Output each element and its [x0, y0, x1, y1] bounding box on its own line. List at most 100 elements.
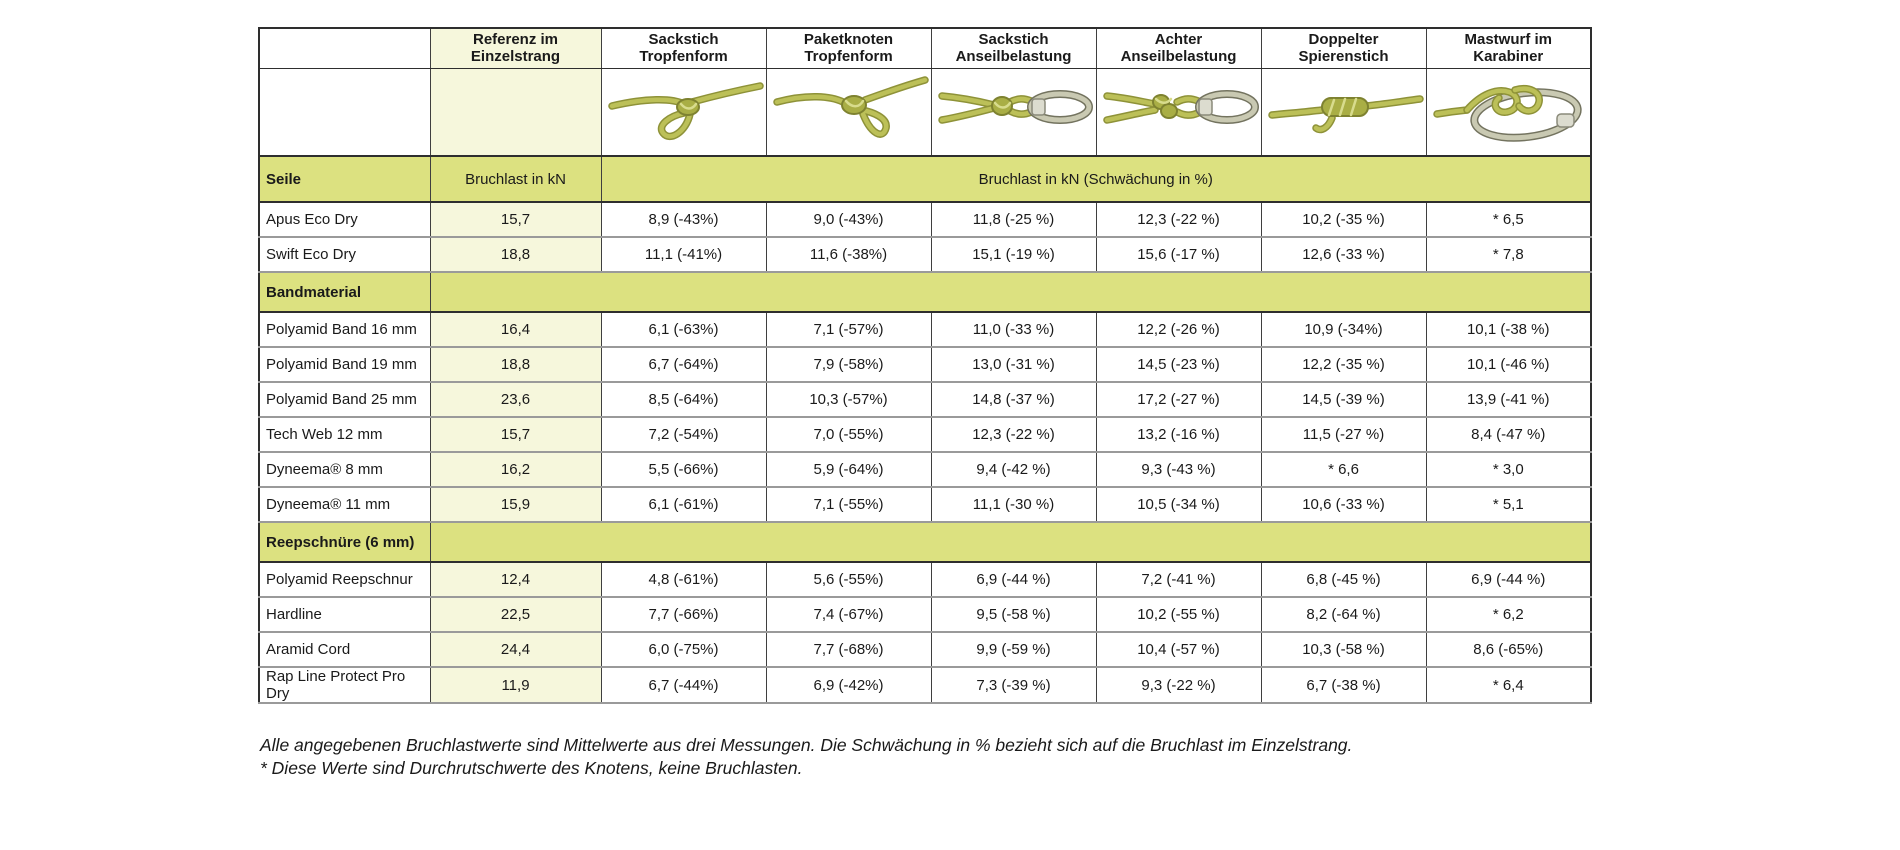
knot-strength-table: Referenz im Einzelstrang Sackstich Tropf…: [258, 27, 1592, 704]
reference-breaking-load: 11,9: [429, 666, 602, 704]
knot-value: 8,5 (-64%): [600, 381, 767, 418]
knot-value: 7,1 (-55%): [765, 486, 932, 523]
table-row: Tech Web 12 mm 15,7 7,2 (-54%) 7,0 (-55%…: [258, 416, 1592, 453]
table-row: Aramid Cord 24,4 6,0 (-75%) 7,7 (-68%) 9…: [258, 631, 1592, 668]
table-row: Polyamid Band 25 mm 23,6 8,5 (-64%) 10,3…: [258, 381, 1592, 418]
knot-value: 15,6 (-17 %): [1095, 236, 1262, 273]
knot-value: 5,5 (-66%): [600, 451, 767, 488]
knot-value: 14,5 (-23 %): [1095, 346, 1262, 383]
table-row: Hardline 22,5 7,7 (-66%) 7,4 (-67%) 9,5 …: [258, 596, 1592, 633]
knot-value: 6,1 (-61%): [600, 486, 767, 523]
header-row: Referenz im Einzelstrang Sackstich Tropf…: [258, 28, 1592, 69]
material-name: Tech Web 12 mm: [258, 416, 431, 453]
knot-photo-cell: [1260, 68, 1427, 157]
photo-row: [258, 68, 1592, 157]
knot-value: 8,9 (-43%): [600, 201, 767, 238]
knot-value: 10,6 (-33 %): [1260, 486, 1427, 523]
table-body: Seile Bruchlast in kN Bruchlast in kN (S…: [258, 155, 1592, 704]
knot-value: 7,1 (-57%): [765, 311, 932, 348]
knot-value: 9,0 (-43%): [765, 201, 932, 238]
knot-value: 10,1 (-38 %): [1425, 311, 1592, 348]
col-header-achter-anseilbelastung: Achter Anseilbelastung: [1095, 28, 1262, 69]
knot-value: 5,9 (-64%): [765, 451, 932, 488]
knot-value: 10,3 (-57%): [765, 381, 932, 418]
knot-value: 6,7 (-64%): [600, 346, 767, 383]
knot-value: 6,1 (-63%): [600, 311, 767, 348]
knot-value: 6,9 (-44 %): [930, 561, 1097, 598]
knot-value: 17,2 (-27 %): [1095, 381, 1262, 418]
material-name: Polyamid Reepschnur: [258, 561, 431, 598]
knot-value: 9,9 (-59 %): [930, 631, 1097, 668]
knot-value: * 7,8: [1425, 236, 1592, 273]
photo-row-empty-cell: [258, 68, 431, 157]
table-row: Dyneema® 11 mm 15,9 6,1 (-61%) 7,1 (-55%…: [258, 486, 1592, 523]
knot-value: 4,8 (-61%): [600, 561, 767, 598]
knot-value: * 6,4: [1425, 666, 1592, 704]
knot-value: 6,8 (-45 %): [1260, 561, 1427, 598]
table-row: Polyamid Reepschnur 12,4 4,8 (-61%) 5,6 …: [258, 561, 1592, 598]
knot-value: 10,3 (-58 %): [1260, 631, 1427, 668]
knot-value: 8,6 (-65%): [1425, 631, 1592, 668]
table-row: Swift Eco Dry 18,8 11,1 (-41%) 11,6 (-38…: [258, 236, 1592, 273]
section-row: Reepschnüre (6 mm): [258, 521, 1592, 563]
corner-cell: [258, 28, 431, 69]
knot-value: 12,3 (-22 %): [930, 416, 1097, 453]
reference-breaking-load: 16,4: [429, 311, 602, 348]
knot-value: 11,5 (-27 %): [1260, 416, 1427, 453]
knot-photo-doppelter-spierenstich: [1267, 95, 1424, 133]
section-title: Bandmaterial: [258, 271, 431, 313]
knot-value: 9,3 (-22 %): [1095, 666, 1262, 704]
footnote-line: Alle angegebenen Bruchlastwerte sind Mit…: [260, 735, 1353, 755]
section-ref-label: Bruchlast in kN: [429, 155, 602, 203]
knot-value: 7,0 (-55%): [765, 416, 932, 453]
reference-breaking-load: 15,9: [429, 486, 602, 523]
knot-photo-achter-anseilbelastung: [1102, 89, 1259, 124]
knot-value: 8,4 (-47 %): [1425, 416, 1592, 453]
knot-photo-cell: [600, 68, 767, 157]
knot-value: * 3,0: [1425, 451, 1592, 488]
knot-value: 11,0 (-33 %): [930, 311, 1097, 348]
knot-value: 11,6 (-38%): [765, 236, 932, 273]
material-name: Swift Eco Dry: [258, 236, 431, 273]
knot-value: 14,5 (-39 %): [1260, 381, 1427, 418]
table-row: Dyneema® 8 mm 16,2 5,5 (-66%) 5,9 (-64%)…: [258, 451, 1592, 488]
knot-value: 9,4 (-42 %): [930, 451, 1097, 488]
col-header-doppelter-spierenstich: Doppelter Spierenstich: [1260, 28, 1427, 69]
footnote-line: * Diese Werte sind Durchrutschwerte des …: [260, 758, 803, 778]
knot-value: 10,1 (-46 %): [1425, 346, 1592, 383]
knot-value: 9,3 (-43 %): [1095, 451, 1262, 488]
knot-value: 7,3 (-39 %): [930, 666, 1097, 704]
col-header-sackstich-tropfenform: Sackstich Tropfenform: [600, 28, 767, 69]
table-row: Polyamid Band 19 mm 18,8 6,7 (-64%) 7,9 …: [258, 346, 1592, 383]
material-name: Polyamid Band 25 mm: [258, 381, 431, 418]
knot-value: 7,9 (-58%): [765, 346, 932, 383]
knot-value: 13,2 (-16 %): [1095, 416, 1262, 453]
knot-value: 9,5 (-58 %): [930, 596, 1097, 633]
knot-value: 7,2 (-54%): [600, 416, 767, 453]
knot-value: 11,1 (-30 %): [930, 486, 1097, 523]
reference-breaking-load: 15,7: [429, 416, 602, 453]
section-empty-span: [429, 271, 1592, 313]
knot-value: 14,8 (-37 %): [930, 381, 1097, 418]
knot-value: * 5,1: [1425, 486, 1592, 523]
knot-value: 5,6 (-55%): [765, 561, 932, 598]
table-row: Polyamid Band 16 mm 16,4 6,1 (-63%) 7,1 …: [258, 311, 1592, 348]
material-name: Apus Eco Dry: [258, 201, 431, 238]
knot-value: 6,7 (-38 %): [1260, 666, 1427, 704]
col-header-referenz: Referenz im Einzelstrang: [429, 28, 602, 69]
col-header-sackstich-anseilbelastung: Sackstich Anseilbelastung: [930, 28, 1097, 69]
col-header-paketknoten-tropfenform: Paketknoten Tropfenform: [765, 28, 932, 69]
table-row: Apus Eco Dry 15,7 8,9 (-43%) 9,0 (-43%) …: [258, 201, 1592, 238]
section-row: Bandmaterial: [258, 271, 1592, 313]
knot-value: * 6,5: [1425, 201, 1592, 238]
reference-breaking-load: 12,4: [429, 561, 602, 598]
knot-value: 10,2 (-35 %): [1260, 201, 1427, 238]
reference-breaking-load: 18,8: [429, 346, 602, 383]
knot-value: 12,2 (-26 %): [1095, 311, 1262, 348]
knot-value: 6,7 (-44%): [600, 666, 767, 704]
knot-value: 12,2 (-35 %): [1260, 346, 1427, 383]
knot-value: 11,1 (-41%): [600, 236, 767, 273]
knot-photo-cell: [930, 68, 1097, 157]
knot-photo-cell: [1095, 68, 1262, 157]
section-title: Reepschnüre (6 mm): [258, 521, 431, 563]
